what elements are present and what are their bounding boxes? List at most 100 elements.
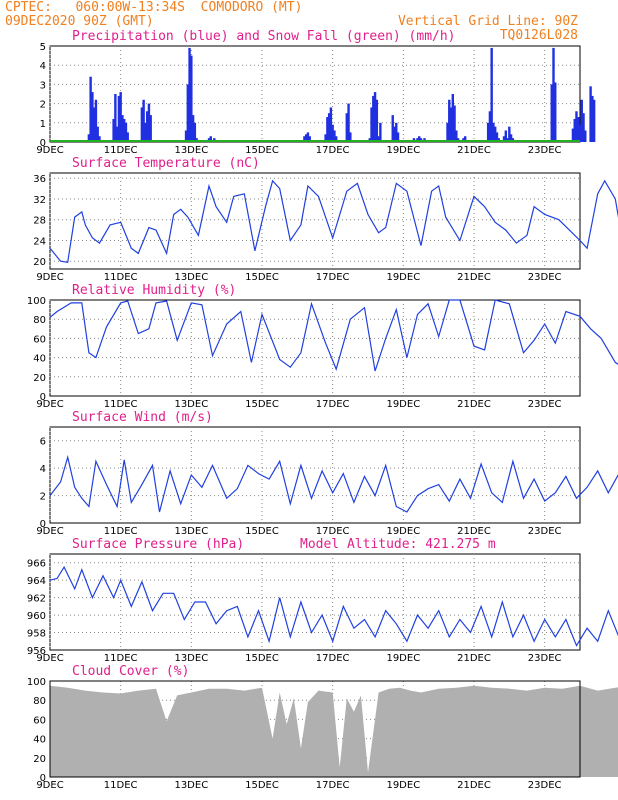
precip-bar — [329, 107, 333, 142]
temp-series-line — [49, 179, 618, 263]
cloud-date-label: 13DEC — [174, 780, 208, 791]
precip-bar — [117, 95, 121, 142]
precip-frame — [49, 45, 581, 143]
precip-bar — [552, 47, 555, 142]
pres-date-label: 15DEC — [245, 653, 279, 664]
rh-date-label: 19DEC — [386, 399, 420, 410]
precip-bar — [147, 103, 151, 142]
rh-ytick-label: 80 — [33, 315, 46, 326]
precip-bar — [396, 132, 400, 142]
precip-bar — [92, 107, 96, 142]
cloud-title: Cloud Cover (%) — [72, 664, 190, 679]
rh-date-label: 13DEC — [174, 399, 208, 410]
precip-bar — [304, 134, 308, 142]
pres-date-label: 11DEC — [104, 653, 138, 664]
temp-ytick-label: 24 — [33, 236, 46, 247]
precip-date-label: 21DEC — [457, 145, 491, 156]
precip-bar — [349, 132, 352, 142]
precip-bar — [370, 107, 373, 142]
pres-series-line — [49, 565, 618, 647]
cloud-ytick-label: 0 — [40, 773, 46, 784]
wind-series-line — [49, 454, 618, 513]
precip-bar — [333, 130, 336, 142]
precip-bar — [582, 113, 585, 142]
precip-bar — [495, 132, 499, 142]
precip-bar — [571, 128, 575, 142]
rh-date-label: 11DEC — [104, 399, 138, 410]
temp-ytick-label: 36 — [33, 174, 46, 185]
temp-date-label: 23DEC — [528, 272, 562, 283]
precip-bar — [494, 126, 497, 142]
temp-date-label: 19DEC — [386, 272, 420, 283]
wind-ytick-label: 0 — [40, 519, 46, 530]
precip-bar — [584, 130, 587, 142]
precip-bar — [327, 113, 331, 142]
precip-bar — [573, 118, 576, 142]
precip-bar — [188, 47, 191, 142]
wind-date-label: 19DEC — [386, 526, 420, 537]
precip-bar — [89, 76, 92, 142]
wind-ytick-label: 2 — [40, 492, 46, 503]
precip-bar — [490, 47, 493, 142]
pres-date-label: 23DEC — [528, 653, 562, 664]
temp-ytick-label: 32 — [33, 195, 46, 206]
precip-date-label: 9DEC — [36, 145, 63, 156]
wind-date-label: 17DEC — [316, 526, 350, 537]
precip-ytick-label: 3 — [40, 80, 46, 91]
precip-bar — [509, 134, 513, 142]
cloud-ytick-label: 20 — [33, 754, 46, 765]
cloud-date-label: 9DEC — [36, 780, 63, 791]
temp-ytick-label: 20 — [33, 257, 46, 268]
precip-bar — [418, 136, 421, 142]
precip-bar — [331, 124, 334, 142]
precip-bar — [455, 130, 458, 142]
precip-bar — [592, 99, 596, 142]
precip-bar — [121, 115, 124, 142]
precip-bar — [578, 124, 582, 142]
precip-bar — [345, 113, 348, 142]
precip-bar — [123, 118, 126, 142]
precip-bar — [149, 115, 152, 142]
temp-date-label: 21DEC — [457, 272, 491, 283]
rh-date-label: 23DEC — [528, 399, 562, 410]
precip-ytick-label: 0 — [40, 138, 46, 149]
precip-bar — [379, 122, 382, 142]
precip-bar — [144, 122, 147, 142]
precip-bar — [140, 107, 144, 142]
precip-title: Precipitation (blue) and Snow Fall (gree… — [72, 29, 456, 44]
precip-bar — [324, 134, 327, 142]
cloud-ytick-label: 100 — [27, 677, 46, 688]
pres-ytick-label: 960 — [27, 611, 46, 622]
precip-bar — [375, 99, 379, 142]
pres-date-label: 17DEC — [316, 653, 350, 664]
precip-bar — [589, 86, 592, 142]
cloud-cover-area — [50, 685, 618, 777]
rh-title: Relative Humidity (%) — [72, 283, 237, 298]
precip-bar — [124, 122, 128, 142]
precip-bar — [94, 99, 98, 142]
precip-bar — [446, 122, 449, 142]
cloud-ytick-label: 80 — [33, 696, 46, 707]
pres-date-label: 21DEC — [457, 653, 491, 664]
wind-ytick-label: 6 — [40, 437, 46, 448]
precip-bar — [142, 99, 145, 142]
rh-series-line — [49, 299, 618, 372]
run-id: TQ0126L028 — [499, 28, 578, 43]
precip-ytick-label: 5 — [40, 42, 46, 53]
precip-bar — [112, 118, 115, 142]
precip-ytick-label: 2 — [40, 100, 46, 111]
temp-ytick-label: 28 — [33, 216, 46, 227]
precip-bar — [308, 136, 311, 142]
precip-bar — [580, 99, 583, 142]
temp-title: Surface Temperature (nC) — [72, 156, 260, 171]
run-date: 09DEC2020 90Z (GMT) — [5, 14, 154, 29]
rh-ytick-label: 100 — [27, 296, 46, 307]
precip-bar — [575, 111, 578, 142]
wind-title: Surface Wind (m/s) — [72, 410, 213, 425]
precip-bar — [145, 111, 149, 142]
precip-bar — [577, 117, 580, 142]
precip-date-label: 23DEC — [528, 145, 562, 156]
rh-ytick-label: 20 — [33, 373, 46, 384]
wind-ytick-label: 4 — [40, 464, 46, 475]
